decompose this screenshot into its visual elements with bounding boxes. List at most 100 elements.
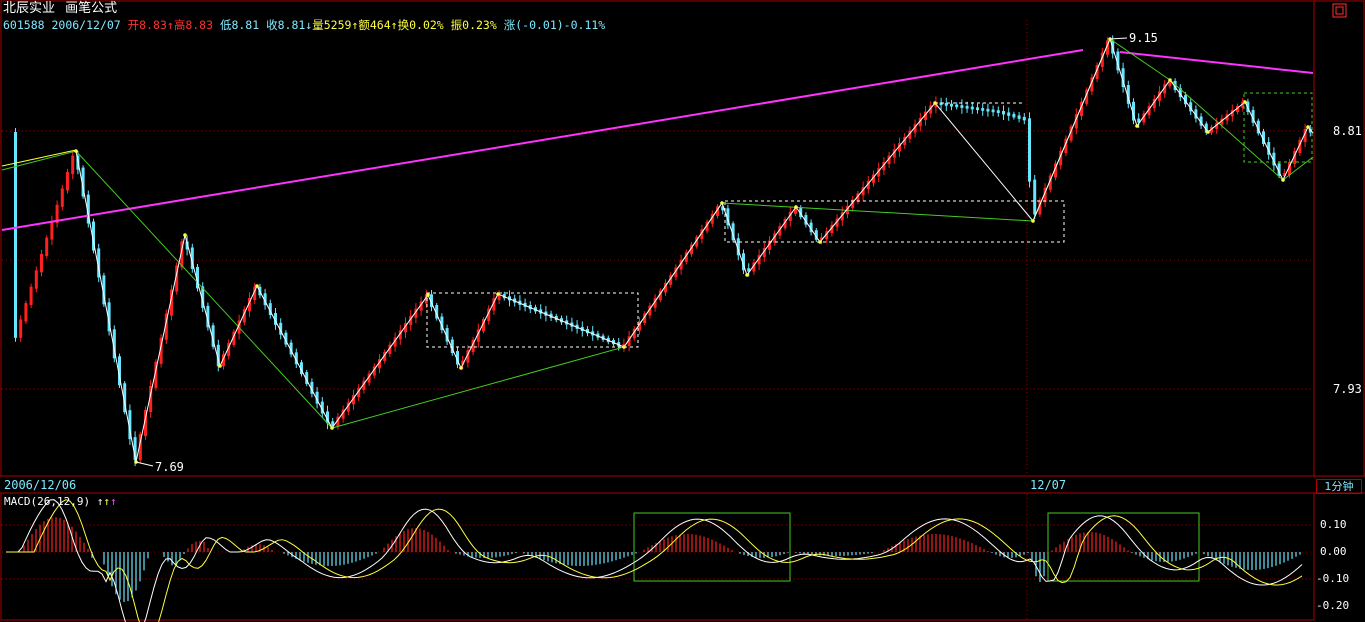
candle-body (877, 168, 881, 177)
candle-body (851, 199, 855, 208)
formula-name: 画笔公式 (65, 1, 118, 16)
candle-body (300, 362, 303, 375)
candle-body (175, 265, 179, 292)
candle-body (1095, 64, 1099, 80)
candle-body (138, 434, 142, 461)
macd-title-text: MACD(26,12,9) (4, 495, 91, 508)
candle-body (996, 110, 1000, 113)
candle-body (123, 383, 127, 413)
candle-body (1017, 115, 1021, 119)
price-tick-lower: 7.93 (1333, 382, 1362, 396)
candle-body (497, 294, 501, 301)
turnover-value: 0.02% (409, 18, 444, 32)
pivot-dot (255, 284, 259, 288)
volume-label: 量 (312, 18, 324, 32)
candle-body (653, 298, 657, 308)
candle-body (196, 266, 199, 289)
candle-body (861, 187, 865, 196)
candle-body (768, 240, 771, 250)
candle-body (794, 207, 797, 214)
candle-body (778, 226, 782, 236)
candle-body (450, 339, 454, 354)
macd-box-1 (633, 512, 791, 582)
axis-panel-frame (1313, 0, 1365, 477)
candlestick-series (14, 35, 1312, 467)
period-selector[interactable]: 1分钟 (1316, 479, 1362, 494)
open-value: 8.83 (139, 18, 167, 32)
candle-body (1132, 101, 1135, 121)
lo-label-leader (135, 461, 154, 467)
candle-body (419, 301, 423, 311)
candle-body (482, 319, 485, 332)
candle-body (232, 331, 236, 345)
candle-body (133, 437, 137, 461)
candle-body (783, 219, 787, 229)
candle-body (1262, 131, 1265, 145)
candle-body (898, 143, 901, 152)
candle-body (1267, 142, 1271, 155)
candle-body (1225, 114, 1229, 121)
pivot-dot (818, 240, 822, 244)
high-value: 8.83 (185, 18, 214, 32)
main-panel-frame (0, 0, 1315, 477)
candle-body (24, 303, 28, 322)
candle-body (1163, 84, 1167, 94)
candle-body (856, 193, 860, 202)
candle-body (60, 188, 64, 207)
candle-body (367, 373, 371, 383)
candle-body (97, 248, 101, 278)
candle-body (362, 380, 366, 390)
candle-body (788, 211, 792, 222)
pivot-dot (218, 364, 222, 368)
candle-body (461, 360, 465, 365)
candle-body (1184, 95, 1187, 105)
candle-body (773, 233, 777, 243)
candle-body (1080, 101, 1083, 117)
pivot-dot (459, 366, 463, 370)
candle-body (1142, 113, 1146, 123)
candle-body (331, 421, 335, 426)
candle-body (1220, 118, 1224, 125)
pivot-dot (1281, 178, 1285, 182)
candle-body (190, 247, 194, 269)
macd-title: MACD(26,12,9) ↑↑↑ (4, 495, 117, 509)
up-arrow-icon: ↑ (166, 18, 174, 32)
candle-body (648, 305, 652, 316)
pivot-dot (622, 345, 626, 349)
candle-body (1215, 122, 1219, 129)
candle-body (45, 237, 49, 256)
candle-body (164, 313, 168, 340)
change-value: (-0.01)-0.11% (515, 18, 606, 32)
open-label: 开 (127, 18, 140, 32)
candle-body (50, 221, 54, 240)
candle-body (825, 231, 829, 240)
candle-body (965, 105, 969, 109)
candle-body (471, 339, 475, 353)
candle-body (1038, 200, 1042, 215)
candle-body (820, 237, 823, 240)
candle-body (1251, 110, 1255, 123)
candle-body (398, 330, 402, 340)
candle-body (320, 401, 324, 414)
candle-body (939, 102, 943, 106)
candle-body (440, 316, 444, 331)
candle-body (279, 322, 283, 335)
candle-body (1204, 123, 1208, 133)
maximize-icon (1335, 6, 1344, 15)
candle-body (981, 108, 985, 111)
candle-body (430, 294, 433, 308)
candle-body (1085, 89, 1089, 104)
macd-tick-1: 0.10 (1320, 518, 1347, 531)
up-arrow-icon: ↑ (390, 18, 398, 32)
candle-body (336, 416, 340, 426)
candle-body (149, 385, 153, 413)
candle-body (92, 221, 95, 251)
candle-body (721, 206, 725, 211)
candle-body (248, 297, 251, 312)
candle-body (274, 313, 277, 325)
macd-panel-frame (0, 492, 1315, 621)
candle-body (622, 343, 626, 347)
candle-body (263, 293, 267, 306)
candle-body (1158, 91, 1161, 101)
